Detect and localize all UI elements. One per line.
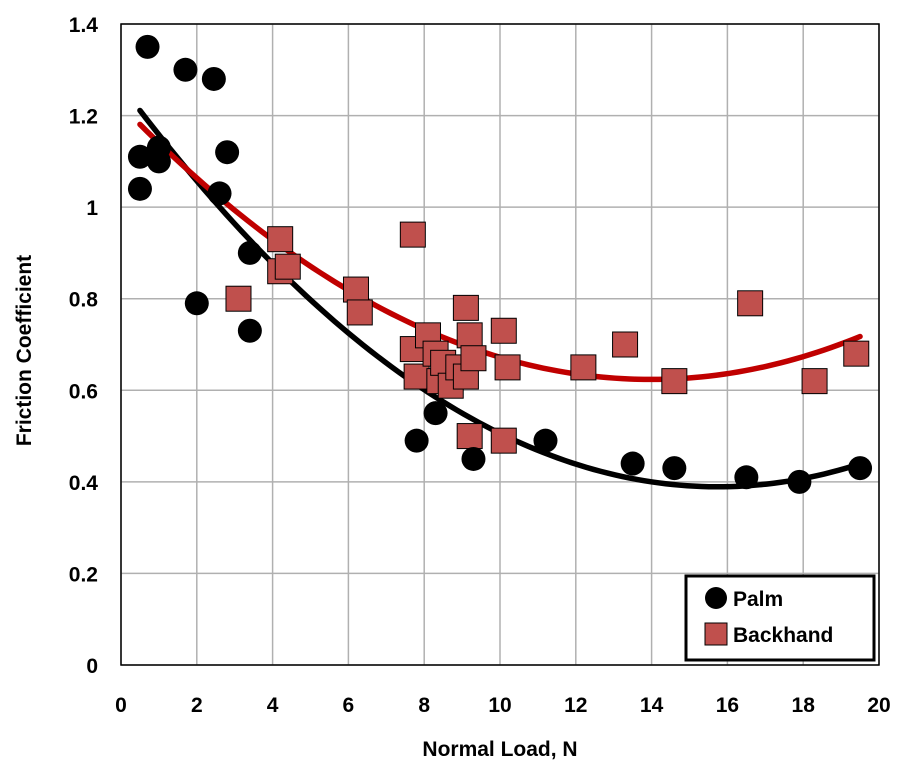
backhand-point (342, 276, 369, 303)
palm-point (173, 57, 198, 82)
grid-lines (120, 23, 880, 666)
backhand-point (456, 423, 483, 450)
data-markers (127, 34, 873, 494)
x-tick-label: 8 (418, 694, 430, 717)
x-tick-label: 12 (564, 694, 587, 717)
legend-backhand-label: Backhand (733, 624, 833, 647)
palm-point (127, 144, 152, 169)
backhand-point (456, 322, 483, 349)
palm-point (404, 428, 429, 453)
palm-point (127, 176, 152, 201)
palm-point (620, 451, 645, 476)
y-tick-label: 0.2 (69, 563, 98, 586)
palm-point (237, 318, 262, 343)
x-axis-title: Normal Load, N (422, 738, 577, 761)
legend-backhand-marker (704, 622, 728, 646)
y-tick-label: 1.4 (69, 14, 99, 37)
palm-point (146, 149, 171, 174)
x-tick-label: 16 (716, 694, 739, 717)
x-tick-label: 6 (343, 694, 355, 717)
palm-point (237, 240, 262, 265)
palm-point (461, 446, 486, 471)
backhand-point (403, 363, 430, 390)
backhand-point (490, 317, 517, 344)
backhand-point (494, 354, 521, 381)
palm-point (787, 469, 812, 494)
y-tick-label: 0.6 (69, 380, 98, 403)
legend-palm-marker (705, 587, 727, 609)
legend-palm-label: Palm (733, 588, 783, 611)
palm-point (135, 34, 160, 59)
palm-point (184, 291, 209, 316)
x-tick-label: 20 (867, 694, 890, 717)
x-tick-label: 14 (640, 694, 664, 717)
legend: Palm Backhand (684, 574, 876, 662)
y-tick-label: 0 (86, 655, 98, 678)
x-tick-label: 0 (115, 694, 127, 717)
x-tick-label: 2 (191, 694, 203, 717)
backhand-point (490, 427, 517, 454)
backhand-point (737, 290, 764, 317)
y-tick-label: 0.4 (69, 472, 99, 495)
palm-point (215, 140, 240, 165)
backhand-point (225, 285, 252, 312)
backhand-point (460, 345, 487, 372)
backhand-point (346, 299, 373, 326)
backhand-point (267, 226, 294, 253)
palm-point (848, 456, 873, 481)
y-tick-label: 1.2 (69, 106, 98, 129)
backhand-point (612, 331, 639, 358)
plot-area-frame (120, 23, 880, 666)
backhand-point (274, 253, 301, 280)
backhand-point (452, 294, 479, 321)
x-tick-label: 18 (792, 694, 816, 717)
backhand-point (661, 368, 688, 395)
palm-point (423, 401, 448, 426)
x-tick-labels: 0 2 4 6 8 10 12 14 16 18 20 (115, 694, 891, 717)
palm-point (734, 465, 759, 490)
backhand-point (801, 368, 828, 395)
backhand-point (843, 340, 870, 367)
palm-point (533, 428, 558, 453)
backhand-point (399, 221, 426, 248)
y-tick-label: 1 (86, 197, 98, 220)
y-axis-title: Friction Coefficient (13, 255, 36, 446)
y-tick-labels: 0 0.2 0.4 0.6 0.8 1 1.2 1.4 (69, 14, 99, 678)
x-tick-label: 10 (488, 694, 511, 717)
palm-point (201, 66, 226, 91)
y-tick-label: 0.8 (69, 289, 99, 312)
x-tick-label: 4 (267, 694, 279, 717)
palm-point (662, 456, 687, 481)
palm-point (207, 181, 232, 206)
backhand-point (570, 354, 597, 381)
